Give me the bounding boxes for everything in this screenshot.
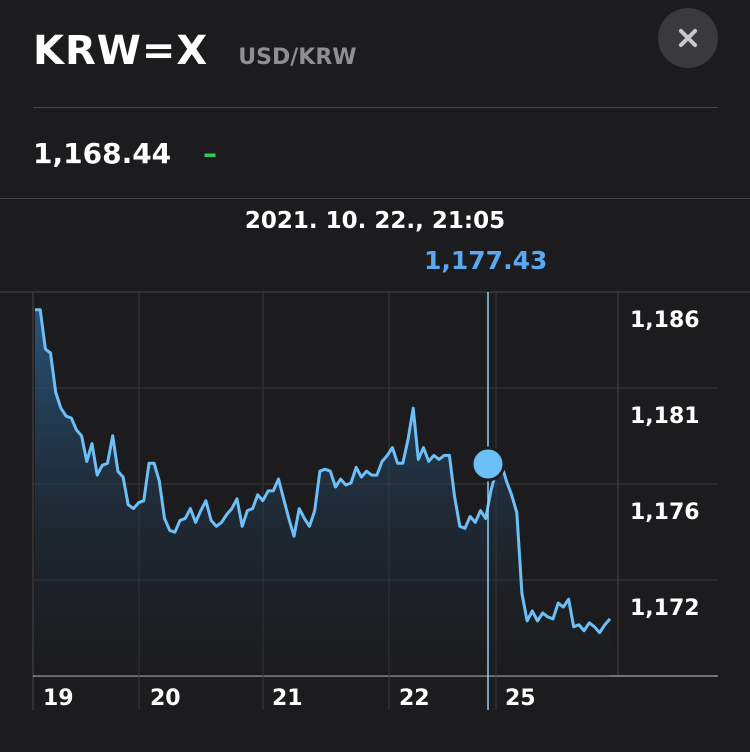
x-tick-label: 21 bbox=[272, 686, 303, 711]
price-change: – bbox=[203, 137, 217, 170]
selection-marker[interactable] bbox=[470, 446, 506, 482]
selected-date: 2021. 10. 22., 21:05 bbox=[244, 208, 506, 234]
header: KRW=X USD/KRW bbox=[33, 28, 357, 74]
ticker-symbol: KRW=X bbox=[33, 28, 209, 74]
divider bbox=[0, 198, 750, 199]
y-tick-label: 1,172 bbox=[630, 596, 700, 621]
divider bbox=[33, 107, 718, 108]
ticker-name: USD/KRW bbox=[238, 45, 357, 70]
x-tick-label: 19 bbox=[43, 686, 74, 711]
close-icon[interactable] bbox=[658, 8, 718, 68]
y-tick-label: 1,181 bbox=[630, 404, 700, 429]
x-tick-label: 22 bbox=[399, 686, 430, 711]
selected-value: 1,177.43 bbox=[424, 246, 548, 275]
x-tick-label: 20 bbox=[150, 686, 181, 711]
price-area bbox=[35, 309, 610, 676]
y-tick-label: 1,176 bbox=[630, 500, 700, 525]
price-line bbox=[35, 308, 612, 635]
x-tick-label: 25 bbox=[505, 686, 536, 711]
current-price: 1,168.44 bbox=[33, 137, 172, 170]
y-tick-label: 1,186 bbox=[630, 308, 700, 333]
